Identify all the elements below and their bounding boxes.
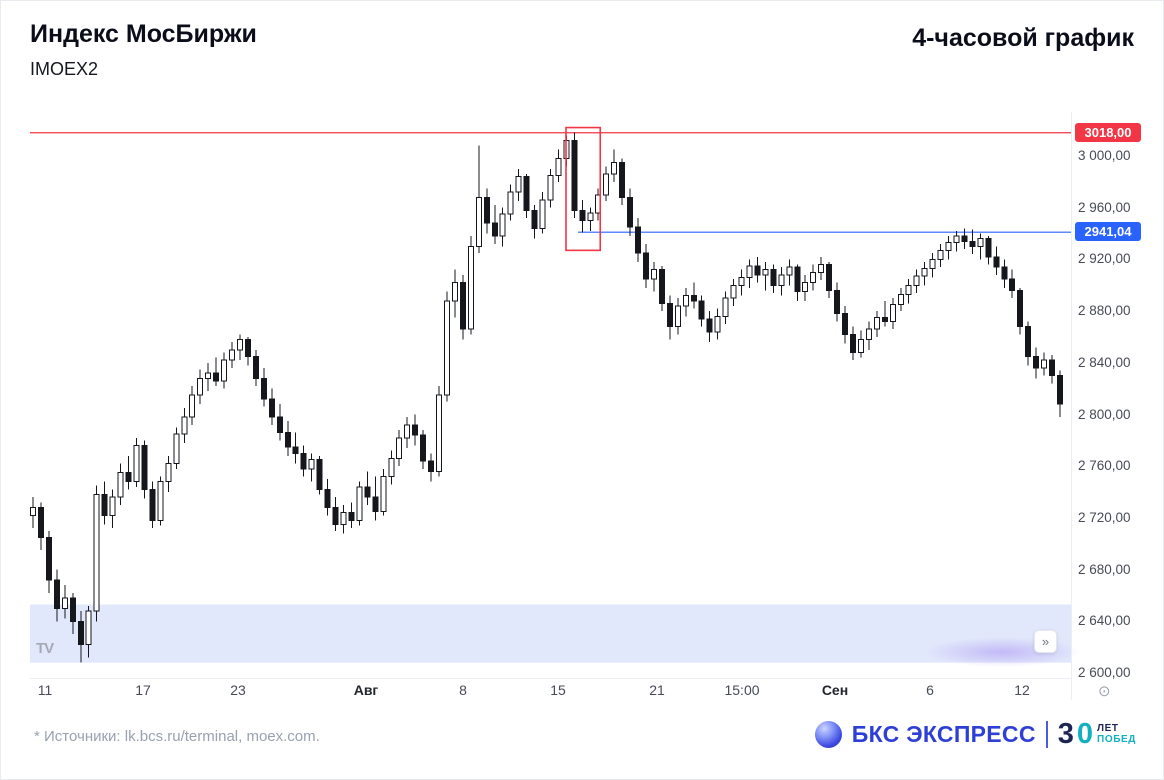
- candlestick-series[interactable]: [30, 132, 1063, 663]
- page-title: Индекс МосБиржи: [30, 20, 257, 48]
- time-tick: 23: [230, 682, 246, 698]
- anniversary-digit-0: 0: [1076, 718, 1094, 750]
- price-tick: 2 760,00: [1078, 458, 1131, 474]
- axis-settings-icon[interactable]: ⊙: [1098, 683, 1111, 700]
- header: Индекс МосБиржи IMOEX2: [30, 20, 257, 80]
- anniversary-line-pobed: ПОБЕД: [1097, 733, 1136, 745]
- price-tick: 2 680,00: [1078, 561, 1131, 577]
- highlight-box[interactable]: [565, 126, 602, 252]
- logo-separator: [1045, 721, 1048, 748]
- time-tick: 12: [1014, 682, 1030, 698]
- timeframe-title: 4-часовой график: [912, 24, 1134, 52]
- bcs-brand-text: БКС ЭКСПРЕСС: [851, 721, 1036, 747]
- bcs-logo-sphere-icon: [814, 721, 842, 748]
- time-tick: 15:00: [724, 682, 760, 698]
- expand-panel-button[interactable]: »: [1034, 630, 1057, 653]
- price-tick: 2 600,00: [1078, 665, 1131, 680]
- price-tick: 3 000,00: [1078, 148, 1131, 163]
- price-tick: 2 960,00: [1078, 199, 1131, 215]
- price-tick: 2 720,00: [1078, 509, 1131, 525]
- price-tick: 2 640,00: [1078, 613, 1131, 629]
- price-tick: 2 920,00: [1078, 251, 1131, 267]
- time-tick: 17: [135, 682, 151, 698]
- support-price-tag[interactable]: 2941,04: [1075, 222, 1141, 242]
- anniversary-digit-3: 3: [1057, 718, 1074, 750]
- time-tick: Авг: [353, 682, 379, 698]
- ticker-symbol: IMOEX2: [30, 59, 99, 79]
- highlight-band: [30, 604, 1071, 663]
- time-tick: 15: [550, 682, 566, 698]
- time-tick: 8: [459, 682, 467, 698]
- anniversary-line-let: ЛЕТ: [1097, 723, 1119, 734]
- price-tick: 2 800,00: [1078, 406, 1131, 422]
- time-tick: 11: [37, 682, 53, 698]
- resistance-price-tag[interactable]: 3018,00: [1075, 122, 1141, 142]
- time-tick: 6: [926, 682, 934, 698]
- price-tick: 2 840,00: [1078, 354, 1131, 370]
- time-tick: 21: [649, 682, 665, 698]
- source-note: * Источники: lk.bcs.ru/terminal, moex.co…: [34, 728, 320, 745]
- price-tick: 2 880,00: [1078, 303, 1131, 319]
- tradingview-logo-icon[interactable]: TV: [36, 640, 54, 657]
- time-tick: Сен: [821, 682, 849, 698]
